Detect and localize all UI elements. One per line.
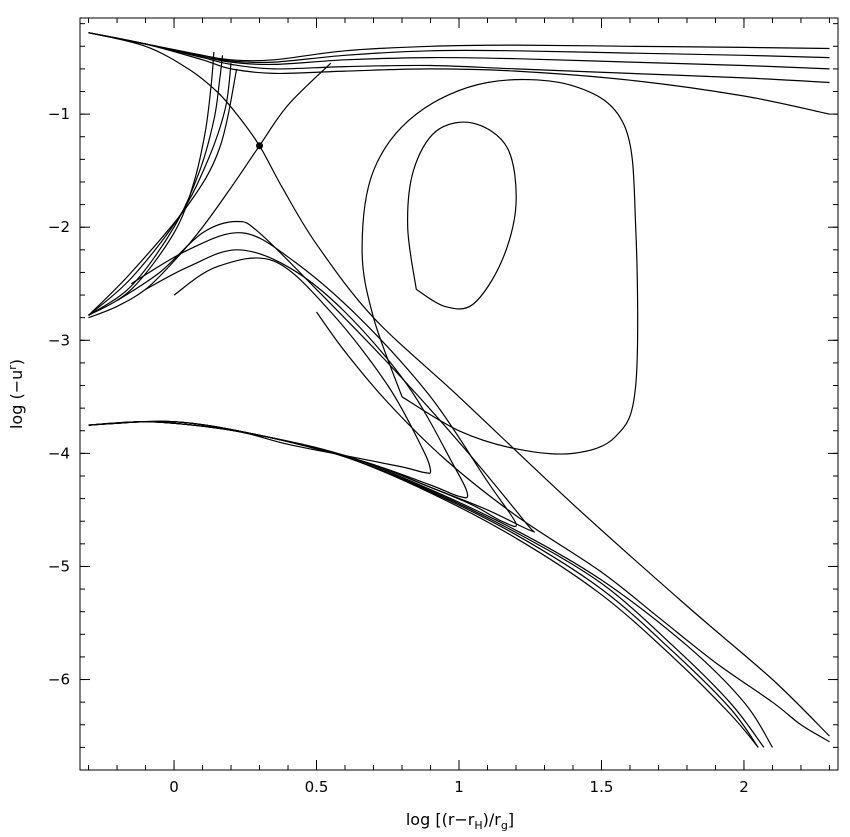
y-tick-label: −5 [48,557,70,575]
x-tick-label: 0 [169,778,179,796]
curve-10 [88,63,232,316]
curve-7 [88,62,332,319]
curve-13 [88,249,469,499]
x-tick-label: 0.5 [305,778,329,796]
curve-14 [88,232,517,528]
x-axis-label: log [(r−rH)/rg] [406,810,514,832]
curve-17 [88,420,759,748]
ticks-group: 0 0.5 1 1.5 2 −1 −2 −3 −4 −5 −6 [48,18,838,796]
x-tick-label: 2 [739,778,749,796]
curve-12 [88,257,432,474]
x-axis-label-sub2: g [501,819,508,832]
x-tick-label: 1.5 [590,778,614,796]
critical-point-marker [256,142,264,150]
curve-5 [88,32,830,115]
y-axis-label: log (−ur) [6,359,26,429]
y-tick-label: −6 [48,671,70,689]
y-tick-label: −2 [48,218,70,236]
curve-8 [88,51,215,316]
plot-frame [79,17,839,771]
y-tick-label: −1 [48,105,70,123]
y-axis-label-sup: r [6,365,19,370]
critical-point-group [256,142,264,150]
x-axis-label-sub1: H [474,819,482,832]
curve-9 [88,55,224,316]
curve-2 [88,32,830,64]
x-tick-label: 1 [454,778,464,796]
y-tick-label: −3 [48,331,70,349]
curve-4 [88,32,830,84]
y-tick-label: −4 [48,444,70,462]
curve-11 [88,68,238,316]
curve-16 [88,420,759,748]
curve-21 [361,78,639,455]
curve-3 [88,32,830,70]
curve-20 [316,311,830,743]
curve-6 [88,32,830,737]
curve-19 [88,420,774,748]
curve-22 [407,121,517,310]
curves-group [88,32,830,748]
